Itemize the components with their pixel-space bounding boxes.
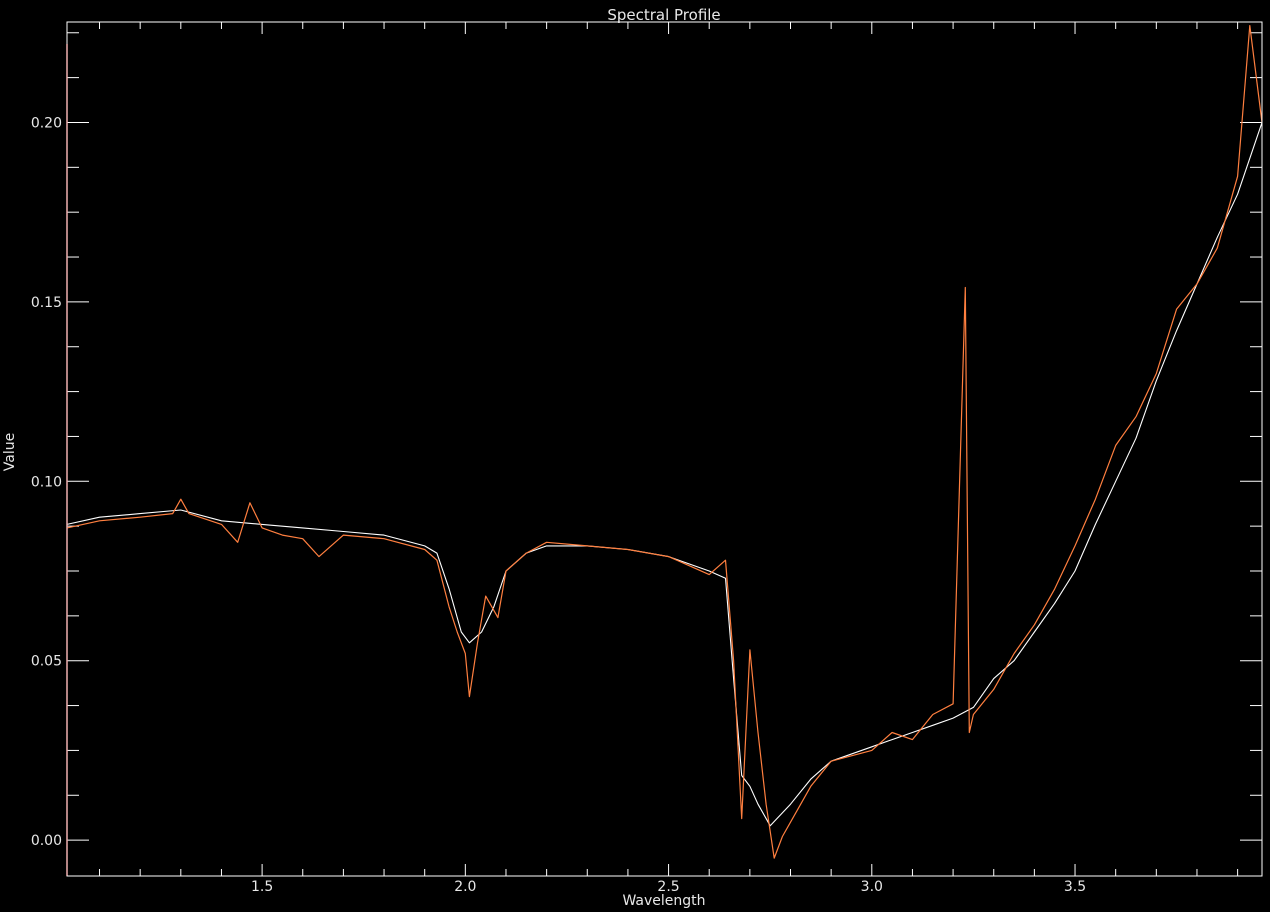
x-tick-label: 1.5 bbox=[251, 879, 273, 895]
y-tick-label: 0.10 bbox=[31, 474, 62, 490]
tick-labels: 1.5 2.0 2.5 3.0 3.5 0.00 0.05 0.10 0.15 0.20 bbox=[31, 115, 1086, 895]
y-tick-label: 0.20 bbox=[31, 115, 62, 131]
series-line-orange bbox=[66, 25, 1263, 859]
series-layer bbox=[66, 25, 1263, 859]
x-tick-label: 3.0 bbox=[861, 879, 883, 895]
axis-ticks bbox=[67, 22, 1262, 876]
x-tick-label: 3.5 bbox=[1064, 879, 1086, 895]
y-axis-label: Value bbox=[2, 433, 18, 471]
y-tick-label: 0.15 bbox=[31, 295, 62, 311]
plot-frame bbox=[66, 21, 1263, 877]
y-tick-label: 0.05 bbox=[31, 654, 62, 670]
x-axis-label: Wavelength bbox=[622, 893, 705, 909]
x-tick-label: 2.0 bbox=[454, 879, 476, 895]
chart-title: Spectral Profile bbox=[607, 6, 720, 24]
series-line-white bbox=[66, 122, 1263, 827]
x-tick-label: 2.5 bbox=[657, 879, 679, 895]
y-tick-label: 0.00 bbox=[31, 833, 62, 849]
